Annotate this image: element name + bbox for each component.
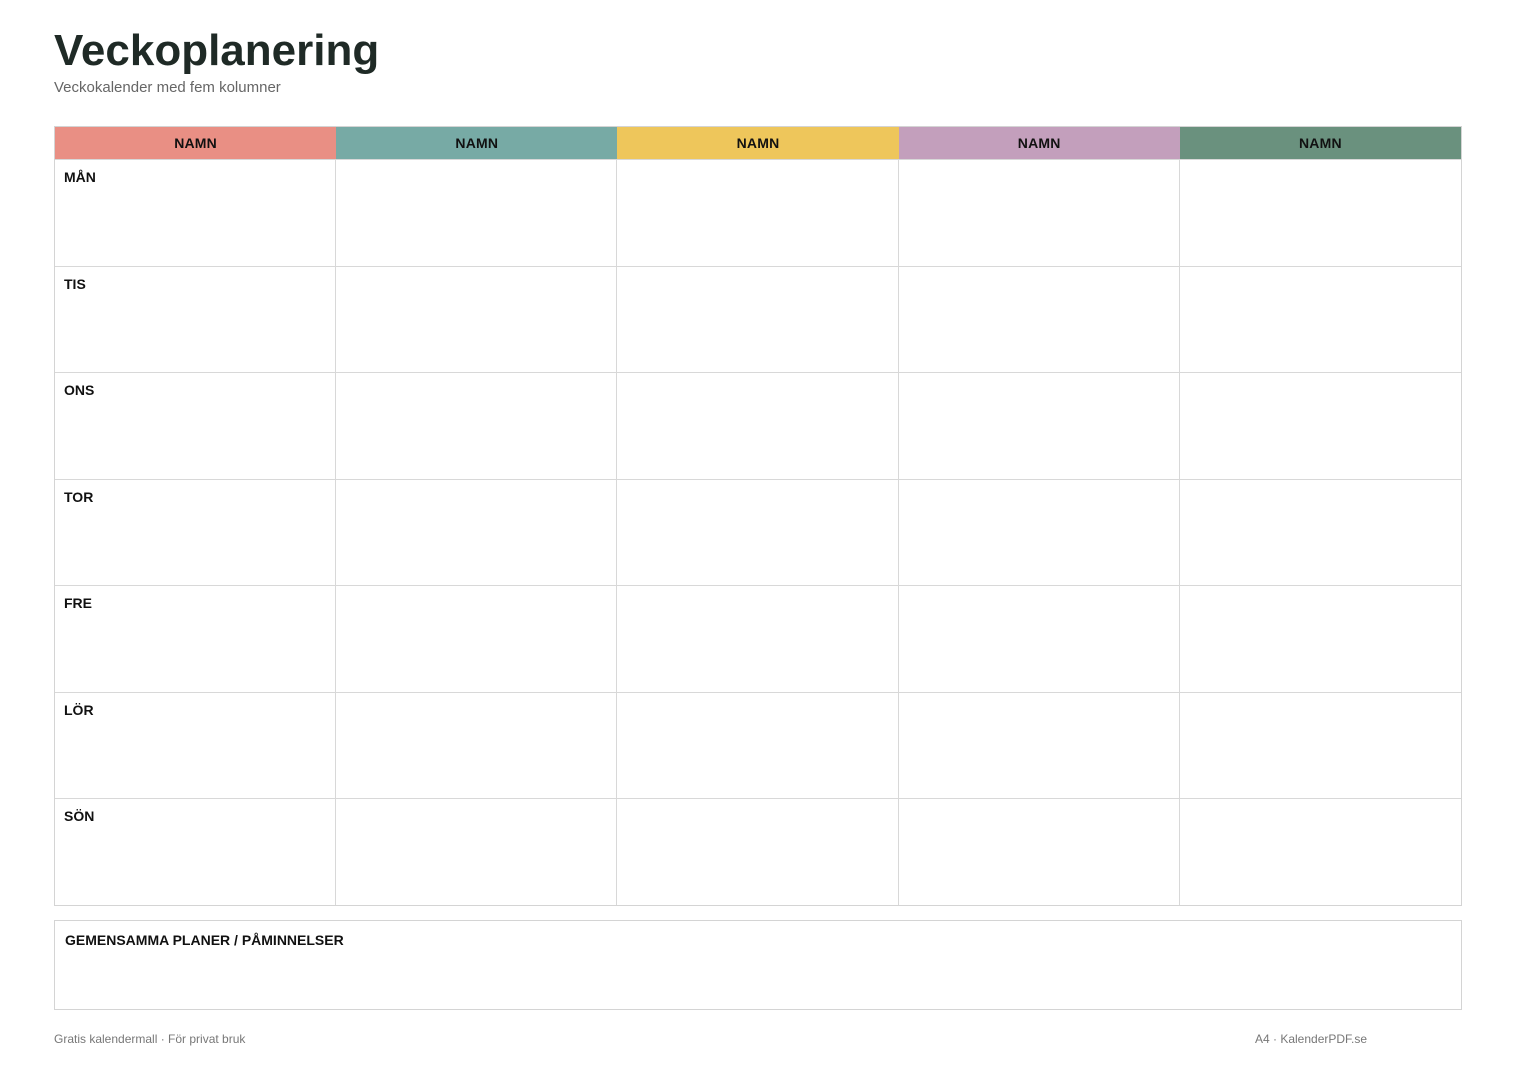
day-cell[interactable] [617, 159, 899, 266]
day-cell[interactable] [898, 478, 1180, 586]
day-cell[interactable] [336, 372, 618, 479]
day-label: FRE [64, 595, 92, 612]
day-cell[interactable] [617, 691, 899, 799]
day-cell[interactable] [898, 585, 1180, 692]
week-grid: NAMN NAMN NAMN NAMN NAMN MÅN TIS ONS TOR FRE LÖR SÖ… [54, 126, 1462, 906]
footer-left-text: Gratis kalendermall · För privat bruk [54, 1032, 246, 1046]
day-cell[interactable]: SÖN [55, 798, 337, 905]
day-cell[interactable] [617, 798, 899, 905]
day-cell[interactable] [1179, 372, 1461, 479]
day-cell[interactable] [336, 691, 618, 799]
day-cell[interactable] [898, 691, 1180, 799]
day-cell[interactable] [1179, 265, 1461, 373]
day-cell[interactable]: ONS [55, 372, 337, 479]
day-label: MÅN [64, 169, 96, 185]
column-header-3[interactable]: NAMN [617, 127, 899, 159]
day-cell[interactable] [336, 265, 618, 373]
day-cell[interactable] [1179, 691, 1461, 799]
day-cell[interactable] [1179, 478, 1461, 586]
column-header-5[interactable]: NAMN [1179, 127, 1461, 159]
day-cell[interactable] [898, 798, 1180, 905]
day-cell[interactable] [617, 265, 899, 373]
day-cell[interactable] [336, 159, 618, 266]
day-label: TOR [64, 488, 94, 505]
day-cell[interactable]: FRE [55, 585, 337, 692]
day-label: ONS [64, 382, 95, 399]
footer-right-text: A4 · KalenderPDF.se [1255, 1032, 1368, 1046]
column-header-1[interactable]: NAMN [55, 127, 337, 159]
day-cell[interactable]: MÅN [55, 159, 337, 266]
day-label: LÖR [64, 701, 94, 718]
day-cell[interactable] [336, 585, 618, 692]
shared-notes-label: GEMENSAMMA PLANER / PÅMINNELSER [65, 932, 344, 948]
column-header-2[interactable]: NAMN [336, 127, 618, 159]
page-subtitle: Veckokalender med fem kolumner [54, 79, 281, 96]
day-cell[interactable] [617, 585, 899, 692]
shared-notes-box[interactable]: GEMENSAMMA PLANER / PÅMINNELSER [54, 920, 1462, 1010]
day-cell[interactable] [336, 478, 618, 586]
day-label: SÖN [64, 808, 95, 825]
day-cell[interactable]: TIS [55, 265, 337, 373]
day-cell[interactable]: TOR [55, 478, 337, 586]
day-cell[interactable] [617, 372, 899, 479]
day-cell[interactable] [898, 372, 1180, 479]
page-title: Veckoplanering [54, 26, 380, 75]
day-cell[interactable] [1179, 585, 1461, 692]
day-cell[interactable] [898, 159, 1180, 266]
column-header-4[interactable]: NAMN [898, 127, 1180, 159]
day-cell[interactable] [1179, 798, 1461, 905]
day-cell[interactable] [1179, 159, 1461, 266]
day-cell[interactable] [336, 798, 618, 905]
day-cell[interactable]: LÖR [55, 691, 337, 799]
day-cell[interactable] [898, 265, 1180, 373]
day-label: TIS [64, 275, 86, 292]
day-cell[interactable] [617, 478, 899, 586]
